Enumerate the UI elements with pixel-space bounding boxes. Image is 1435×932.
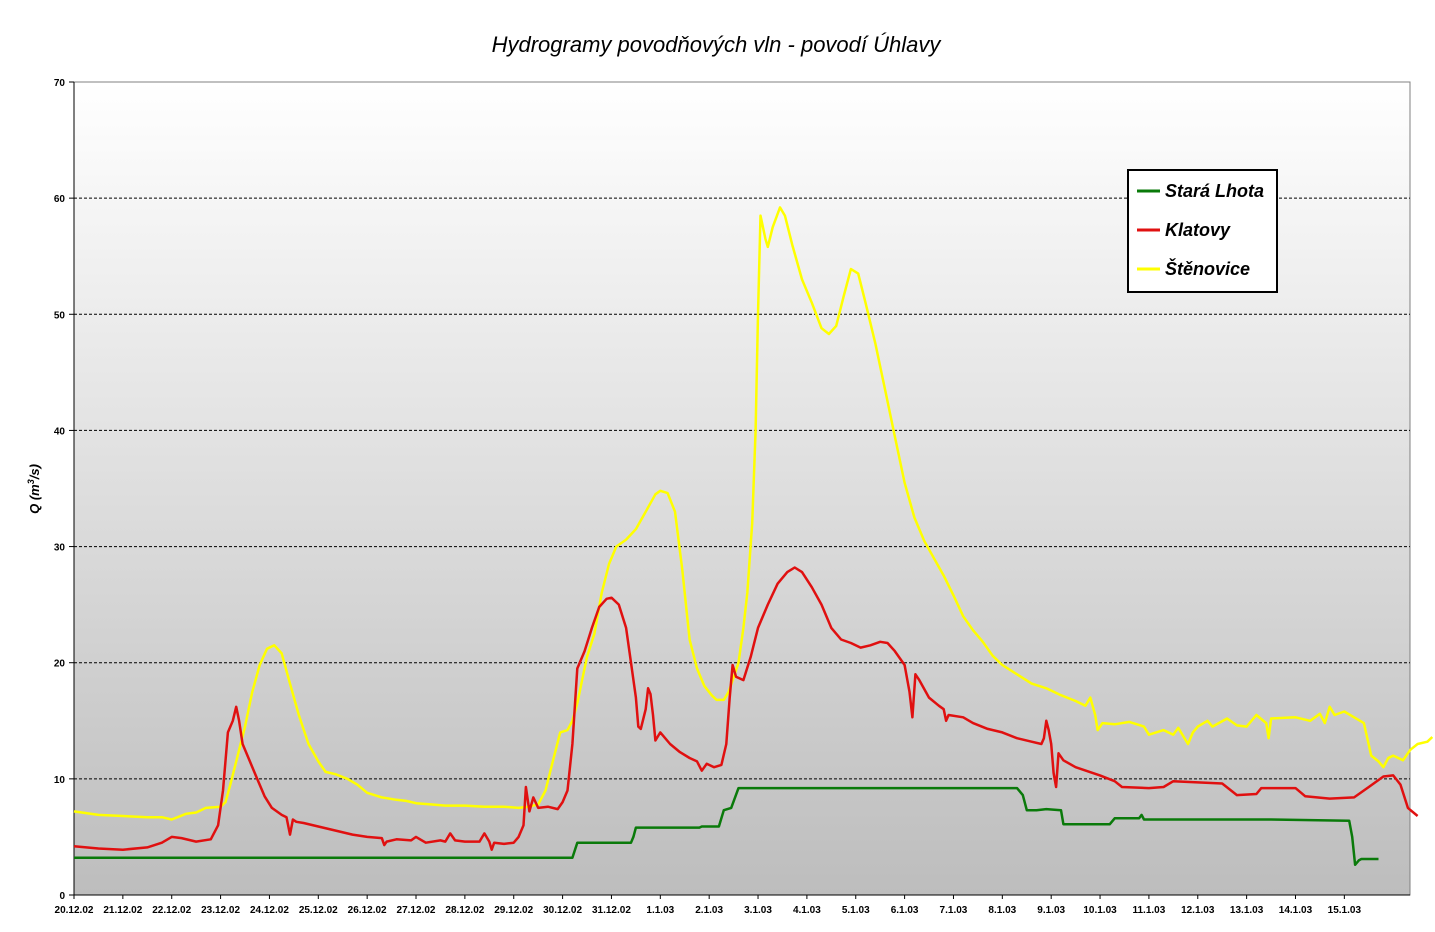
x-tick-label: 30.12.02 (543, 905, 582, 916)
grid-lines (74, 197, 1410, 780)
x-tick-label: 12.1.03 (1181, 905, 1215, 916)
x-tick-label: 24.12.02 (250, 905, 289, 916)
x-tick-label: 26.12.02 (348, 905, 387, 916)
legend-entry: Stará Lhota (1165, 181, 1264, 201)
x-tick-label: 3.1.03 (744, 905, 772, 916)
x-tick-label: 1.1.03 (646, 905, 674, 916)
x-tick-label: 11.1.03 (1132, 905, 1165, 916)
x-tick-labels: 20.12.02 21.12.02 22.12.02 23.12.02 24.12.02… (55, 895, 1362, 916)
x-tick-label: 4.1.03 (793, 905, 821, 916)
x-tick-label: 23.12.02 (201, 905, 240, 916)
x-tick-label: 2.1.03 (695, 905, 723, 916)
chart-title: Hydrogramy povodňových vln - povodí Úhla… (492, 32, 943, 57)
legend-entry: Štěnovice (1165, 258, 1250, 279)
series-line-stará-lhota (74, 786, 1379, 867)
x-tick-label: 25.12.02 (299, 905, 338, 916)
y-tick-label: 70 (54, 78, 66, 89)
x-tick-label: 31.12.02 (592, 905, 631, 916)
x-tick-label: 7.1.03 (940, 905, 968, 916)
axes (73, 82, 1410, 896)
x-tick-label: 27.12.02 (397, 905, 436, 916)
y-tick-labels: 0 10 20 30 40 50 60 70 (54, 78, 74, 902)
x-tick-label: 15.1.03 (1328, 905, 1362, 916)
y-tick-label: 0 (59, 891, 65, 902)
x-tick-label: 22.12.02 (152, 905, 191, 916)
x-tick-label: 28.12.02 (445, 905, 484, 916)
series-lines (73, 206, 1434, 867)
x-tick-label: 9.1.03 (1037, 905, 1065, 916)
x-tick-label: 20.12.02 (55, 905, 94, 916)
y-tick-label: 30 (54, 543, 66, 554)
x-tick-label: 6.1.03 (891, 905, 919, 916)
x-tick-label: 5.1.03 (842, 905, 870, 916)
y-tick-label: 10 (54, 775, 66, 786)
y-tick-label: 50 (54, 310, 66, 321)
y-tick-label: 60 (54, 194, 66, 205)
y-axis-label: Q (m3/s) (26, 464, 42, 514)
x-tick-label: 10.1.03 (1083, 905, 1117, 916)
x-tick-label: 13.1.03 (1230, 905, 1264, 916)
legend: Stará Lhota Klatovy Štěnovice (1127, 169, 1278, 293)
x-tick-label: 8.1.03 (988, 905, 1016, 916)
y-tick-label: 20 (54, 659, 66, 670)
series-line-klatovy (73, 566, 1419, 851)
y-tick-label: 40 (54, 426, 66, 437)
x-tick-label: 29.12.02 (494, 905, 533, 916)
x-tick-label: 14.1.03 (1279, 905, 1313, 916)
x-tick-label: 21.12.02 (103, 905, 142, 916)
series-line-štěnovice (73, 206, 1434, 821)
legend-entry: Klatovy (1165, 220, 1231, 240)
